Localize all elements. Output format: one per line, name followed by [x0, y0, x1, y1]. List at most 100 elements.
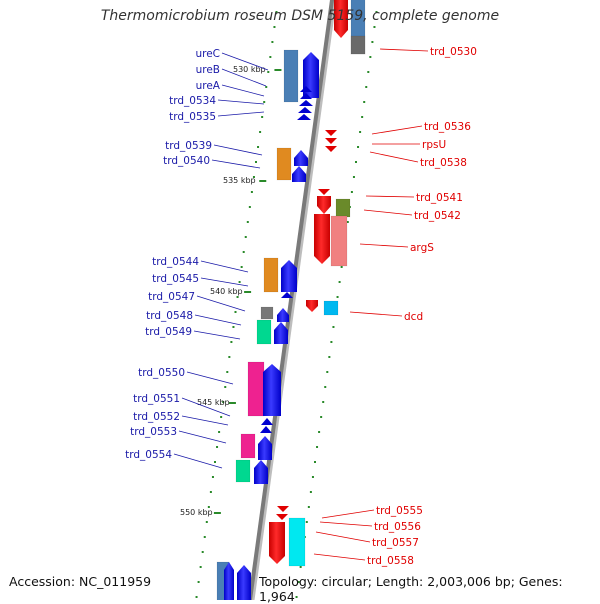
ruler-dot-left [261, 116, 264, 118]
gene-label-reverse: rpsU [422, 139, 446, 151]
gene-arrow-trd-0539 [294, 150, 308, 166]
ruler-dot-left [269, 56, 272, 58]
cog-bar-trd-0553 [240, 433, 256, 459]
gene-label-reverse: trd_0556 [374, 521, 421, 533]
cog-bar-trd-0554 [235, 459, 251, 483]
ruler-dot-right [340, 266, 343, 268]
ruler-dot-right [352, 176, 355, 178]
ruler-dot-right [295, 596, 298, 598]
kbp-tick-label: 545 kbp [197, 398, 230, 407]
ruler-dot-right [332, 326, 335, 328]
map-title: Thermomicrobium roseum DSM 5159, complet… [100, 8, 500, 24]
small-gene-arrow [276, 514, 288, 520]
small-gene-arrow [299, 100, 313, 106]
ruler-dot-left [213, 461, 216, 463]
gene-arrow-trd-0544 [281, 260, 297, 292]
small-gene-arrow [300, 86, 312, 92]
gene-label-reverse: trd_0538 [420, 157, 467, 169]
leader-line-forward [194, 314, 242, 326]
ruler-dot-right [316, 446, 319, 448]
leader-line-forward [213, 144, 263, 156]
ruler-dot-right [367, 71, 370, 73]
leader-line-reverse [365, 195, 415, 198]
cog-bar-urec [283, 49, 299, 103]
ruler-dot-left [232, 326, 235, 328]
gene-label-reverse: trd_0541 [416, 192, 463, 204]
ruler-dot-left [224, 386, 227, 388]
leader-line-reverse [363, 209, 413, 216]
ruler-dot-left [195, 596, 198, 598]
ruler-dot-right [297, 581, 300, 583]
ruler-dot-right [346, 221, 349, 223]
ruler-dot-left [252, 176, 255, 178]
ruler-dot-right [373, 26, 376, 28]
ruler-dot-left [259, 131, 262, 133]
cog-bar-args [330, 215, 348, 267]
ruler-dot-left [218, 431, 221, 433]
gene-arrow-trd-0550 [263, 364, 281, 416]
leader-line-reverse [379, 48, 429, 52]
small-gene-arrow [300, 93, 312, 99]
gene-label-forward: trd_0550 [138, 367, 185, 379]
ruler-dot-left [199, 566, 202, 568]
gene-arrow-urec [303, 52, 319, 98]
ruler-dot-left [222, 401, 225, 403]
gene-arrow-trd-0548 [274, 322, 288, 344]
small-gene-arrow [297, 114, 311, 120]
cog-bar-trd-0550 [247, 361, 265, 417]
ruler-dot-left [242, 251, 245, 253]
leader-line-forward [181, 397, 231, 417]
leader-line-forward [200, 277, 249, 287]
ruler-dot-right [318, 431, 321, 433]
ruler-dot-right [309, 491, 312, 493]
ruler-dot-left [205, 521, 208, 523]
cog-bar-trd-0541 [335, 198, 351, 218]
ruler-dot-left [238, 281, 241, 283]
ruler-dot-left [248, 206, 251, 208]
gene-label-reverse: argS [410, 242, 434, 254]
ruler-dot-right [307, 506, 310, 508]
ruler-dot-right [363, 101, 366, 103]
ruler-dot-left [226, 371, 229, 373]
leader-line-forward [221, 52, 269, 71]
leader-line-forward [181, 415, 229, 426]
ruler-dot-right [322, 401, 325, 403]
gene-arrow-trd-0540 [292, 166, 306, 182]
gene-arrow-bottom-2 [237, 565, 251, 603]
gene-label-reverse: trd_0555 [376, 505, 423, 517]
gene-label-forward: ureB [196, 64, 220, 76]
gene-label-reverse: trd_0558 [367, 555, 414, 567]
small-gene-arrow [325, 130, 337, 136]
ruler-dot-left [254, 161, 257, 163]
gene-label-forward: trd_0552 [133, 411, 180, 423]
gene-label-forward: trd_0545 [152, 273, 199, 285]
gene-label-reverse: trd_0536 [424, 121, 471, 133]
gene-label-reverse: trd_0542 [414, 210, 461, 222]
ruler-dot-right [336, 296, 339, 298]
leader-line-reverse [321, 509, 375, 519]
ruler-dot-left [246, 221, 249, 223]
ruler-dot-left [209, 491, 212, 493]
gene-arrow-trd-0554 [254, 460, 268, 484]
kbp-tick-label: 530 kbp [233, 65, 266, 74]
small-gene-arrow [281, 292, 293, 298]
ruler-dot-right [357, 146, 360, 148]
gene-label-forward: ureA [196, 80, 221, 92]
ruler-dot-left [257, 146, 260, 148]
ruler-dot-right [330, 341, 333, 343]
cog-bar-dcd [323, 300, 339, 316]
ruler-dot-left [207, 506, 210, 508]
leader-line-reverse [369, 151, 419, 163]
ruler-dot-left [234, 311, 237, 313]
leader-line-reverse [349, 311, 403, 317]
small-gene-arrow [325, 138, 337, 144]
cog-bar-trd-0547 [260, 306, 274, 320]
accession-text: Accession: NC_011959 [9, 574, 152, 589]
ruler-dot-left [228, 356, 231, 358]
ruler-dot-right [338, 281, 341, 283]
small-gene-arrow [277, 506, 289, 512]
ruler-dot-right [324, 386, 327, 388]
small-gene-arrow [325, 146, 337, 152]
ruler-dot-right [313, 461, 316, 463]
